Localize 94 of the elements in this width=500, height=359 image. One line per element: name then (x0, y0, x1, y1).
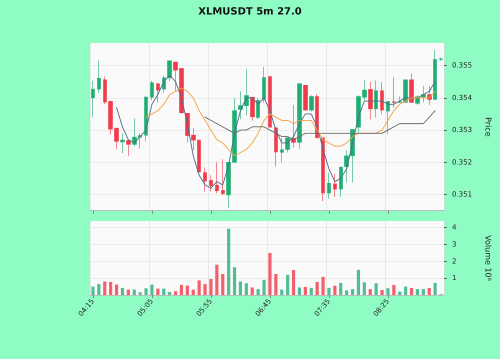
candlestick (250, 96, 255, 122)
candlestick (268, 76, 272, 128)
bar (262, 280, 266, 295)
candlestick (333, 173, 337, 198)
bar (126, 290, 130, 295)
bar (321, 276, 325, 295)
candlestick (150, 80, 154, 101)
bar (114, 284, 118, 295)
candlestick (126, 140, 131, 156)
candlestick (203, 167, 207, 192)
bar (221, 274, 224, 295)
bar (374, 283, 378, 295)
bar (292, 270, 296, 295)
bar (132, 290, 136, 295)
bar (410, 288, 414, 295)
candlestick (339, 166, 343, 198)
bar (120, 288, 124, 295)
candlestick (256, 98, 260, 120)
bar (416, 289, 420, 295)
line-series (204, 110, 436, 140)
bar (156, 288, 160, 295)
candlestick (380, 82, 384, 115)
bar (404, 286, 408, 295)
bar (227, 228, 230, 295)
line-series (116, 74, 436, 189)
bar (274, 274, 278, 295)
candlestick (303, 84, 308, 112)
candlestick (209, 174, 213, 192)
bar (250, 287, 254, 295)
bar (238, 282, 242, 295)
bar (180, 284, 184, 295)
bar (280, 290, 284, 295)
candlestick (97, 60, 101, 93)
bar (310, 288, 313, 295)
candlestick (91, 80, 95, 118)
bar (268, 252, 272, 295)
bar (232, 267, 236, 295)
bar (350, 289, 354, 295)
candlestick (120, 133, 125, 154)
bar (209, 279, 213, 295)
bar (380, 290, 384, 295)
chart-title: XLMUSDT 5m 27.0 (198, 6, 302, 18)
bar (192, 290, 195, 295)
bar (109, 282, 112, 295)
candlestick (167, 60, 172, 82)
bar (333, 286, 336, 295)
bar (392, 284, 396, 295)
bar (203, 284, 207, 295)
bar (144, 288, 148, 295)
bar (398, 292, 402, 295)
bar (339, 282, 342, 295)
bar (150, 284, 154, 295)
bar (244, 283, 248, 295)
candlestick (262, 66, 266, 103)
bar (168, 292, 172, 295)
bar (91, 286, 95, 295)
candlestick (386, 101, 390, 134)
bar (186, 286, 189, 295)
candlestick (433, 49, 437, 100)
bar (286, 274, 290, 295)
bar (422, 289, 425, 295)
candlestick (156, 83, 160, 103)
bar (368, 289, 372, 295)
bar (215, 264, 218, 295)
line-series (146, 88, 436, 156)
candlestick (327, 172, 331, 200)
bar (386, 288, 390, 295)
candlestick (374, 80, 378, 118)
bar (103, 282, 106, 295)
bar (434, 282, 437, 295)
y-axis-title: Volume 10⁶ (484, 235, 492, 281)
y-axis-title: Price (484, 117, 492, 137)
candlestick (409, 73, 414, 104)
bar (298, 287, 302, 295)
bar (428, 288, 431, 295)
bar (256, 289, 260, 295)
candlestick (368, 81, 373, 120)
candlestick (297, 83, 302, 150)
bar (198, 280, 201, 295)
candlestick (144, 95, 148, 142)
candlestick (221, 158, 225, 196)
candlestick (392, 76, 396, 108)
bar (316, 282, 319, 295)
candlestick (309, 94, 314, 112)
bar (362, 282, 366, 295)
bar (138, 292, 142, 295)
bar (162, 288, 166, 295)
bar (345, 290, 348, 295)
bar (327, 288, 331, 295)
bar (356, 270, 360, 295)
bar (304, 286, 307, 295)
candlestick (321, 138, 325, 202)
bar (97, 284, 100, 295)
candlestick (215, 162, 219, 194)
